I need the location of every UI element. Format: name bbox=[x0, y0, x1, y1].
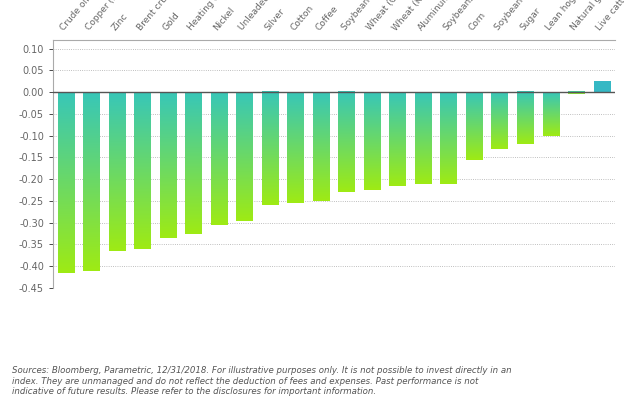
Text: Sources: Bloomberg, Parametric, 12/31/2018. For illustrative purposes only. It i: Sources: Bloomberg, Parametric, 12/31/20… bbox=[12, 366, 512, 396]
